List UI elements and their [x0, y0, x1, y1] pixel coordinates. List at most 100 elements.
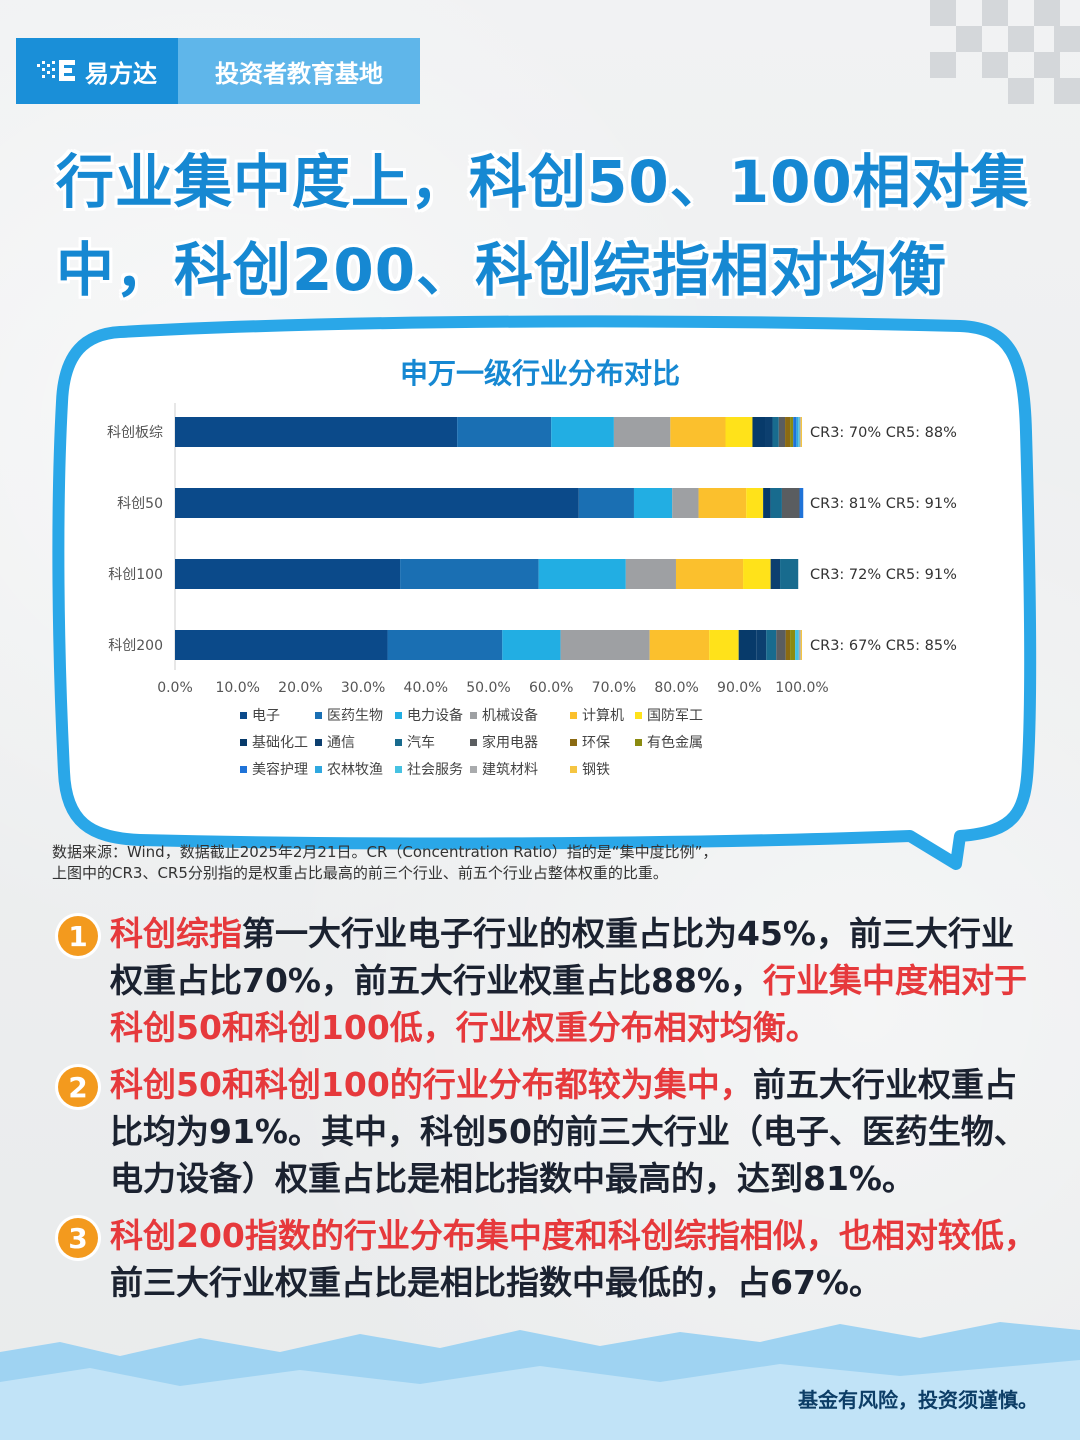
highlight-text: 科创200指数的行业分布集中度和科创综指相似，也相对较低， [110, 1216, 1037, 1255]
legend-label: 计算机 [582, 708, 624, 724]
bar-segment [400, 559, 539, 589]
decorative-checker-pattern [930, 0, 1080, 130]
bar-segment [175, 417, 458, 447]
legend-swatch [240, 712, 247, 719]
legend-swatch [470, 766, 477, 773]
bar-segment [799, 417, 801, 447]
bar-segment [738, 630, 757, 660]
bar-segment [387, 630, 503, 660]
bar-segment [698, 488, 747, 518]
stacked-bar-chart: 科创板综 CR3: 70% CR5: 88% 科创50 CR3: 81% CR5: 9… [107, 403, 957, 778]
category-label: 科创50 [117, 496, 163, 512]
bar-segment [502, 630, 561, 660]
legend-label: 有色金属 [647, 734, 703, 751]
chart-title: 申万一级行业分布对比 [399, 357, 680, 390]
speech-bubble-frame [0, 312, 1080, 872]
bar-segment [790, 630, 796, 660]
brand-logo-icon [37, 60, 75, 81]
legend-label: 汽车 [407, 734, 435, 751]
x-tick-label: 20.0% [278, 680, 322, 696]
legend-swatch [240, 766, 247, 773]
bar-segment [795, 630, 799, 660]
legend-swatch [570, 766, 577, 773]
bar-segment [613, 417, 671, 447]
legend-label: 环保 [582, 735, 610, 751]
number-badge-icon: 1 [58, 916, 98, 956]
bar-segment [175, 559, 401, 589]
bar-segment [766, 630, 777, 660]
legend-swatch [395, 712, 402, 719]
bar-segment [633, 488, 673, 518]
legend-label: 建筑材料 [482, 762, 538, 778]
legend-label: 美容护理 [252, 761, 308, 778]
legend-swatch [570, 712, 577, 719]
bar-segment [746, 488, 764, 518]
risk-disclaimer: 基金有风险，投资须谨慎。 [798, 1388, 1038, 1412]
brand-name: 易方达 [85, 59, 157, 88]
key-point-3: 3 科创200指数的行业分布集中度和科创综指相似，也相对较低， 前三大行业权重占比… [58, 1212, 1038, 1306]
x-tick-label: 80.0% [654, 680, 698, 696]
bar-segment [175, 630, 388, 660]
highlight-text: 科创综指 [110, 914, 242, 953]
cr-annotation: CR3: 72% CR5: 91% [810, 567, 957, 583]
bar-segment [649, 630, 710, 660]
legend-swatch [470, 739, 477, 746]
bar-segment [670, 417, 726, 447]
legend-swatch [315, 712, 322, 719]
footnote-line-2: 上图中的CR3、CR5分别指的是权重占比最高的前三个行业、前五个行业占整体权重的… [52, 864, 668, 882]
bar-segment [772, 417, 779, 447]
legend-swatch [315, 766, 322, 773]
key-point-1: 1 科创综指第一大行业电子行业的权重占比为45%，前三大行业权重占比70%，前五… [58, 910, 1038, 1051]
bar-segment [799, 488, 804, 518]
footnote-line-1: 数据来源：Wind，数据截止2025年2月21日。CR（Concentratio… [52, 843, 718, 861]
legend-label: 电力设备 [407, 707, 463, 724]
category-label: 科创100 [108, 567, 163, 583]
x-tick-label: 0.0% [157, 680, 193, 696]
category-label: 科创板综 [107, 425, 163, 441]
x-tick-label: 100.0% [775, 680, 828, 696]
body-text: 第一大行业电子行业的权重占比为45%，前三大行业权重占比70%，前五大行业权重占… [110, 914, 1014, 1000]
bar-segment [763, 488, 771, 518]
key-point-text: 科创综指第一大行业电子行业的权重占比为45%，前三大行业权重占比70%，前五大行… [110, 910, 1038, 1051]
bar-segment [770, 488, 782, 518]
brand-bar: 易方达 投资者教育基地 [16, 38, 420, 104]
bar-segment [538, 559, 626, 589]
bar-segment [796, 417, 799, 447]
bar-segment [776, 630, 786, 660]
bar-segment [672, 488, 699, 518]
brand-logo: 易方达 [16, 38, 178, 104]
key-points: 1 科创综指第一大行业电子行业的权重占比为45%，前三大行业权重占比70%，前五… [58, 910, 1038, 1316]
bar-segment [793, 417, 797, 447]
bar-segment [790, 417, 794, 447]
x-tick-label: 40.0% [404, 680, 448, 696]
cr-annotation: CR3: 81% CR5: 91% [810, 496, 957, 512]
bar-segment [798, 417, 800, 447]
legend-label: 家用电器 [482, 734, 538, 751]
legend-label: 社会服务 [407, 762, 463, 778]
category-label: 科创200 [108, 638, 163, 654]
bar-segment [765, 417, 773, 447]
headline-line-2: 中，科创200、科创综指相对均衡 [56, 236, 948, 304]
torn-paper-footer [0, 1322, 1080, 1440]
bar-segment [800, 417, 802, 447]
bar-segment [785, 630, 791, 660]
legend-label: 医药生物 [327, 708, 383, 724]
body-text: 前三大行业权重占比是相比指数中最低的，占67%。 [110, 1263, 882, 1302]
legend-swatch [315, 739, 322, 746]
legend-swatch [470, 712, 477, 719]
x-tick-label: 10.0% [215, 680, 259, 696]
highlight-text: 行业集中度相对于科创50和科创100低，行业权重分布相对均衡。 [110, 961, 1027, 1047]
number-badge-icon: 3 [58, 1218, 98, 1258]
legend-swatch [635, 712, 642, 719]
x-tick-label: 60.0% [529, 680, 573, 696]
key-point-2: 2 科创50和科创100的行业分布都较为集中，前五大行业权重占比均为91%。其中… [58, 1061, 1038, 1202]
bar-segment [781, 488, 800, 518]
number-badge-icon: 2 [58, 1067, 98, 1107]
bar-segment [560, 630, 650, 660]
bar-segment [457, 417, 552, 447]
legend-label: 基础化工 [252, 734, 308, 751]
x-tick-label: 30.0% [341, 680, 385, 696]
legend-label: 通信 [327, 735, 355, 751]
cr-annotation: CR3: 67% CR5: 85% [810, 638, 957, 654]
legend-swatch [570, 739, 577, 746]
